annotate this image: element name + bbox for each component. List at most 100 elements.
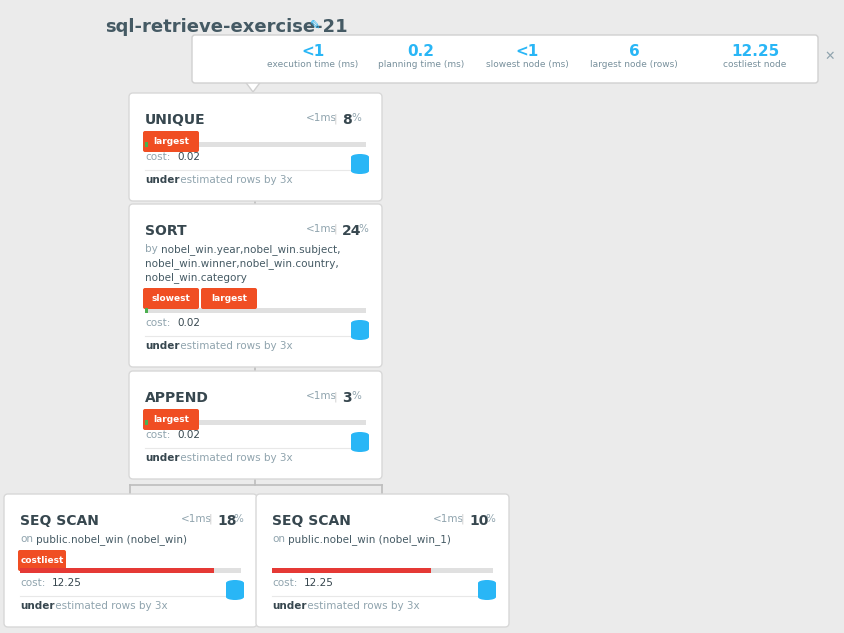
Text: <1ms: <1ms <box>432 514 463 524</box>
Text: under: under <box>145 341 179 351</box>
Text: 10: 10 <box>468 514 488 528</box>
Bar <box>350 157 369 164</box>
Text: estimated rows by 3x: estimated rows by 3x <box>176 341 292 351</box>
Text: |: | <box>333 113 338 123</box>
Text: estimated rows by 3x: estimated rows by 3x <box>176 175 292 185</box>
Ellipse shape <box>478 580 495 586</box>
FancyBboxPatch shape <box>143 131 199 152</box>
FancyBboxPatch shape <box>129 93 381 201</box>
Text: nobel_win.year,nobel_win.subject,: nobel_win.year,nobel_win.subject, <box>161 244 340 255</box>
Bar <box>272 568 430 573</box>
Bar <box>350 442 369 449</box>
Bar <box>350 323 369 330</box>
Text: %: % <box>233 514 242 524</box>
Text: 18: 18 <box>217 514 236 528</box>
Text: APPEND: APPEND <box>145 391 208 405</box>
Text: largest: largest <box>211 294 246 303</box>
Text: 12.25: 12.25 <box>730 44 778 59</box>
Text: SEQ SCAN: SEQ SCAN <box>272 514 350 528</box>
Ellipse shape <box>350 154 369 160</box>
Text: 0.02: 0.02 <box>176 318 200 328</box>
Text: public.nobel_win (nobel_win_1): public.nobel_win (nobel_win_1) <box>288 534 451 545</box>
Text: estimated rows by 3x: estimated rows by 3x <box>52 601 167 611</box>
Text: nobel_win.winner,nobel_win.country,: nobel_win.winner,nobel_win.country, <box>145 258 338 269</box>
Text: |: | <box>333 224 338 234</box>
Text: slowest: slowest <box>151 294 190 303</box>
Text: ✎: ✎ <box>310 19 320 32</box>
Text: 12.25: 12.25 <box>52 578 82 588</box>
Text: cost:: cost: <box>145 152 170 162</box>
Bar <box>272 568 492 573</box>
Text: %: % <box>484 514 495 524</box>
FancyBboxPatch shape <box>256 494 508 627</box>
Text: largest node (rows): largest node (rows) <box>589 60 677 69</box>
Text: under: under <box>20 601 54 611</box>
Text: by: by <box>145 244 158 254</box>
Ellipse shape <box>478 594 495 600</box>
Ellipse shape <box>225 594 244 600</box>
Ellipse shape <box>350 320 369 326</box>
Bar <box>350 164 369 171</box>
Ellipse shape <box>350 432 369 438</box>
Ellipse shape <box>350 168 369 174</box>
Text: on: on <box>20 534 33 544</box>
Text: 0.02: 0.02 <box>176 152 200 162</box>
Text: SEQ SCAN: SEQ SCAN <box>20 514 99 528</box>
Bar <box>145 142 365 147</box>
Text: cost:: cost: <box>272 578 297 588</box>
FancyBboxPatch shape <box>201 288 257 309</box>
Text: sql-retrieve-exercise-21: sql-retrieve-exercise-21 <box>105 18 347 36</box>
Text: under: under <box>272 601 306 611</box>
Text: |: | <box>208 514 213 525</box>
Text: costliest: costliest <box>20 556 63 565</box>
Text: estimated rows by 3x: estimated rows by 3x <box>304 601 419 611</box>
Text: largest: largest <box>153 415 189 424</box>
Text: estimated rows by 3x: estimated rows by 3x <box>176 453 292 463</box>
Ellipse shape <box>350 334 369 340</box>
Bar <box>145 142 148 147</box>
Text: on: on <box>272 534 284 544</box>
Ellipse shape <box>350 439 369 445</box>
Ellipse shape <box>478 587 495 593</box>
Ellipse shape <box>350 327 369 333</box>
Text: <1ms: <1ms <box>306 391 337 401</box>
Text: public.nobel_win (nobel_win): public.nobel_win (nobel_win) <box>36 534 187 545</box>
Bar <box>478 590 495 597</box>
Text: 3: 3 <box>342 391 351 405</box>
Text: cost:: cost: <box>145 430 170 440</box>
FancyBboxPatch shape <box>143 288 199 309</box>
Text: |: | <box>333 391 338 401</box>
FancyBboxPatch shape <box>18 550 66 571</box>
Ellipse shape <box>225 587 244 593</box>
FancyBboxPatch shape <box>4 494 257 627</box>
Text: <1ms: <1ms <box>306 113 337 123</box>
Text: 0.02: 0.02 <box>176 430 200 440</box>
FancyBboxPatch shape <box>129 204 381 367</box>
Text: <1ms: <1ms <box>181 514 212 524</box>
Text: under: under <box>145 175 179 185</box>
Text: %: % <box>350 391 360 401</box>
Bar <box>145 420 365 425</box>
Text: <1: <1 <box>515 44 538 59</box>
Bar <box>478 583 495 590</box>
Ellipse shape <box>225 580 244 586</box>
Polygon shape <box>244 80 262 92</box>
Text: planning time (ms): planning time (ms) <box>377 60 463 69</box>
FancyBboxPatch shape <box>129 371 381 479</box>
Text: 8: 8 <box>342 113 351 127</box>
Ellipse shape <box>350 446 369 452</box>
FancyBboxPatch shape <box>192 35 817 83</box>
Text: 0.2: 0.2 <box>407 44 434 59</box>
Bar <box>350 435 369 442</box>
Text: cost:: cost: <box>20 578 46 588</box>
Text: <1: <1 <box>301 44 324 59</box>
Bar <box>145 308 148 313</box>
Bar <box>350 330 369 337</box>
Bar <box>145 308 365 313</box>
Text: execution time (ms): execution time (ms) <box>267 60 358 69</box>
Ellipse shape <box>350 161 369 167</box>
Text: 12.25: 12.25 <box>304 578 333 588</box>
Text: costliest node: costliest node <box>722 60 786 69</box>
Text: %: % <box>350 113 360 123</box>
Text: cost:: cost: <box>145 318 170 328</box>
